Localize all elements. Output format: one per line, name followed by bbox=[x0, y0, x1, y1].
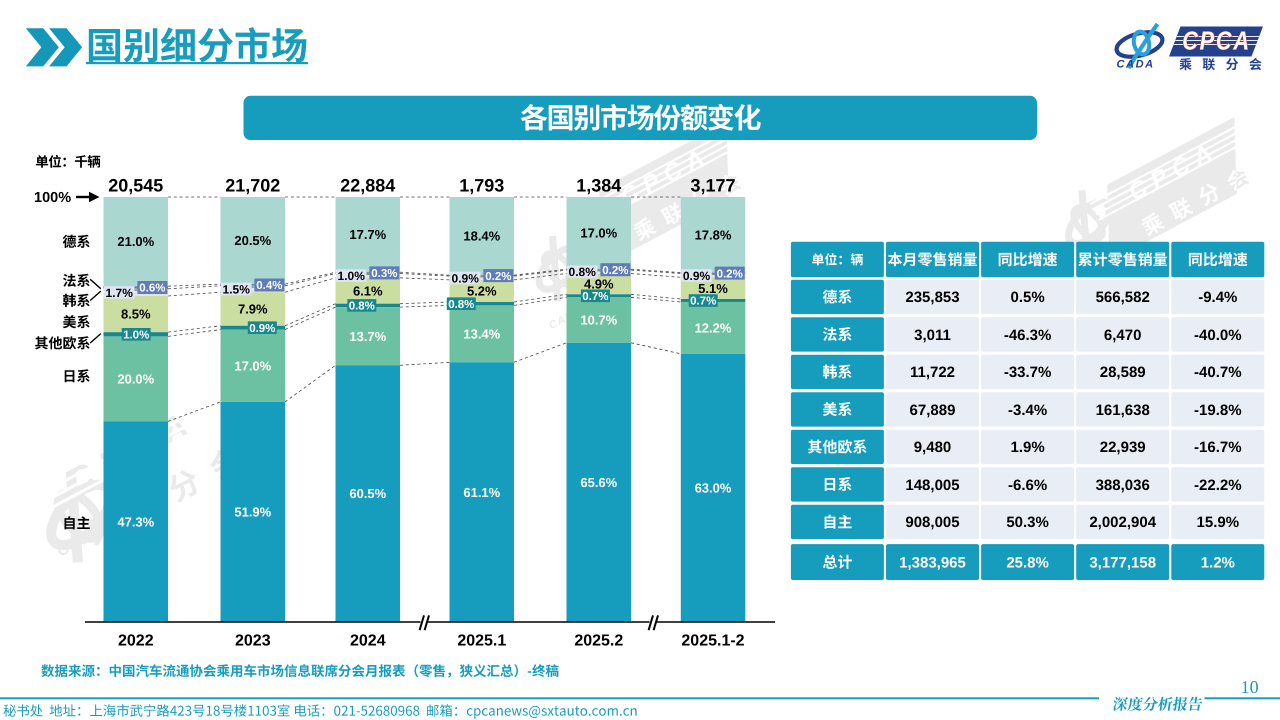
svg-text:12.2%: 12.2% bbox=[695, 321, 732, 336]
svg-text:63.0%: 63.0% bbox=[695, 481, 732, 496]
svg-text:8.5%: 8.5% bbox=[121, 307, 151, 322]
svg-text:-9.4%: -9.4% bbox=[1198, 289, 1237, 306]
svg-text:CPCA: CPCA bbox=[1182, 26, 1251, 56]
svg-text:1,384: 1,384 bbox=[576, 176, 621, 196]
svg-text:17.7%: 17.7% bbox=[349, 227, 386, 242]
svg-text:25.8%: 25.8% bbox=[1006, 554, 1049, 571]
svg-text:28,589: 28,589 bbox=[1100, 364, 1146, 381]
svg-text:-40.7%: -40.7% bbox=[1194, 364, 1242, 381]
svg-text:5.1%: 5.1% bbox=[698, 281, 728, 296]
svg-text:3,011: 3,011 bbox=[914, 327, 951, 344]
svg-text:3,177,158: 3,177,158 bbox=[1089, 554, 1156, 571]
svg-text:4.9%: 4.9% bbox=[584, 277, 614, 292]
svg-text:65.6%: 65.6% bbox=[580, 475, 617, 490]
svg-text:100%: 100% bbox=[34, 190, 71, 206]
svg-text:51.9%: 51.9% bbox=[234, 505, 271, 520]
svg-text:6.1%: 6.1% bbox=[353, 283, 383, 298]
svg-text:7.9%: 7.9% bbox=[238, 302, 268, 317]
svg-text:-16.7%: -16.7% bbox=[1194, 439, 1242, 456]
svg-text:1,383,965: 1,383,965 bbox=[899, 554, 966, 571]
svg-text:2022: 2022 bbox=[118, 633, 154, 650]
svg-text:0.2%: 0.2% bbox=[717, 268, 743, 280]
svg-text:22,884: 22,884 bbox=[340, 176, 395, 196]
svg-text:9,480: 9,480 bbox=[914, 439, 952, 456]
svg-text:2024: 2024 bbox=[350, 633, 386, 650]
svg-text:1,793: 1,793 bbox=[459, 176, 504, 196]
svg-text:566,582: 566,582 bbox=[1096, 289, 1150, 306]
svg-text:47.3%: 47.3% bbox=[117, 514, 154, 529]
svg-text:10: 10 bbox=[1241, 677, 1259, 697]
svg-text:0.7%: 0.7% bbox=[582, 291, 608, 303]
svg-text:-40.0%: -40.0% bbox=[1194, 327, 1242, 344]
svg-text:1.0%: 1.0% bbox=[338, 269, 366, 283]
svg-text:15.9%: 15.9% bbox=[1197, 514, 1240, 531]
svg-text:388,036: 388,036 bbox=[1096, 477, 1150, 494]
svg-text:13.7%: 13.7% bbox=[349, 329, 386, 344]
svg-text:5.2%: 5.2% bbox=[467, 284, 497, 299]
svg-text:0.4%: 0.4% bbox=[256, 280, 282, 292]
svg-text:0.8%: 0.8% bbox=[448, 299, 474, 311]
svg-text:3,177: 3,177 bbox=[690, 176, 735, 196]
svg-text:0.7%: 0.7% bbox=[690, 296, 716, 308]
svg-text:22,939: 22,939 bbox=[1100, 439, 1146, 456]
svg-text:1.5%: 1.5% bbox=[223, 282, 251, 296]
svg-text:235,853: 235,853 bbox=[905, 289, 959, 306]
svg-text:0.6%: 0.6% bbox=[139, 283, 165, 295]
svg-text:0.8%: 0.8% bbox=[349, 301, 375, 313]
svg-text:0.8%: 0.8% bbox=[569, 265, 597, 279]
svg-text:-46.3%: -46.3% bbox=[1004, 327, 1052, 344]
svg-text:20,545: 20,545 bbox=[108, 176, 163, 196]
svg-text:11,722: 11,722 bbox=[910, 364, 955, 381]
svg-text:20.5%: 20.5% bbox=[234, 233, 271, 248]
svg-text:0.2%: 0.2% bbox=[485, 271, 511, 283]
svg-text:1.2%: 1.2% bbox=[1201, 554, 1235, 571]
svg-text:21,702: 21,702 bbox=[225, 176, 280, 196]
svg-text:67,889: 67,889 bbox=[910, 402, 956, 419]
svg-text:148,005: 148,005 bbox=[905, 477, 959, 494]
svg-text:10.7%: 10.7% bbox=[580, 313, 617, 328]
svg-text:0.5%: 0.5% bbox=[1010, 289, 1044, 306]
svg-text:1.7%: 1.7% bbox=[106, 286, 134, 300]
svg-text:20.0%: 20.0% bbox=[117, 372, 154, 387]
svg-text:0.3%: 0.3% bbox=[371, 268, 397, 280]
svg-text:-19.8%: -19.8% bbox=[1194, 402, 1242, 419]
svg-text:6,470: 6,470 bbox=[1104, 327, 1142, 344]
svg-text:-22.2%: -22.2% bbox=[1194, 477, 1242, 494]
svg-text:161,638: 161,638 bbox=[1096, 402, 1150, 419]
svg-text:2025.2: 2025.2 bbox=[574, 633, 623, 650]
svg-text:1.0%: 1.0% bbox=[123, 330, 149, 342]
svg-text:18.4%: 18.4% bbox=[463, 229, 500, 244]
svg-text:CADA: CADA bbox=[1117, 59, 1155, 71]
svg-text:0.9%: 0.9% bbox=[249, 323, 275, 335]
svg-text:1.9%: 1.9% bbox=[1010, 439, 1044, 456]
svg-text:0.9%: 0.9% bbox=[683, 269, 711, 283]
svg-text:908,005: 908,005 bbox=[905, 514, 959, 531]
svg-text:61.1%: 61.1% bbox=[463, 485, 500, 500]
svg-text:21.0%: 21.0% bbox=[117, 234, 154, 249]
svg-text:2,002,904: 2,002,904 bbox=[1089, 514, 1156, 531]
svg-text:0.2%: 0.2% bbox=[602, 265, 628, 277]
svg-text:50.3%: 50.3% bbox=[1006, 514, 1049, 531]
svg-text:-3.4%: -3.4% bbox=[1008, 402, 1047, 419]
svg-text:0.9%: 0.9% bbox=[452, 271, 480, 285]
svg-text:2025.1-2: 2025.1-2 bbox=[681, 633, 744, 650]
svg-text:17.8%: 17.8% bbox=[695, 227, 732, 242]
svg-text:17.0%: 17.0% bbox=[580, 226, 617, 241]
svg-text:-6.6%: -6.6% bbox=[1008, 477, 1047, 494]
svg-text:17.0%: 17.0% bbox=[234, 358, 271, 373]
svg-text:60.5%: 60.5% bbox=[349, 486, 386, 501]
svg-text:2023: 2023 bbox=[235, 633, 271, 650]
svg-text:2025.1: 2025.1 bbox=[457, 633, 506, 650]
svg-text:13.4%: 13.4% bbox=[463, 327, 500, 342]
svg-text:-33.7%: -33.7% bbox=[1004, 364, 1052, 381]
